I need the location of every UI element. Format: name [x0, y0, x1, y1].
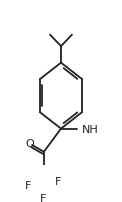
Text: F: F	[40, 194, 46, 202]
Text: NH: NH	[82, 125, 98, 135]
Text: F: F	[25, 181, 31, 191]
Text: O: O	[25, 139, 34, 149]
Text: F: F	[55, 177, 62, 187]
